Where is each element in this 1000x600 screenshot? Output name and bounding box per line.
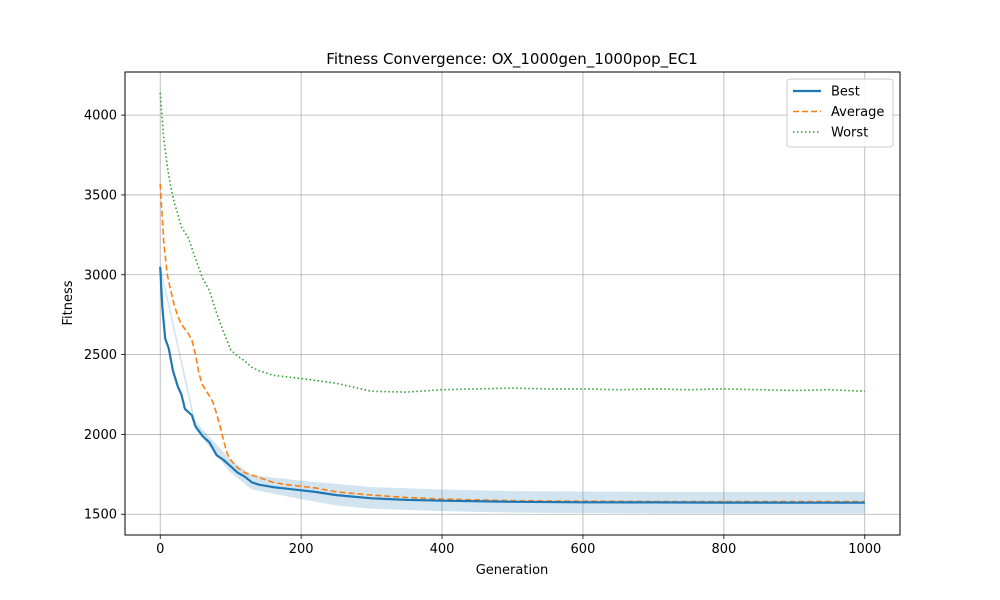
x-tick-label: 200 [289,542,314,557]
x-tick-label: 600 [571,542,596,557]
x-tick-label: 800 [711,542,736,557]
axis-ticks: 0 200 400 600 800 1000 1500 2000 2500 3000 3500 400… [84,109,881,557]
chart-title: Fitness Convergence: OX_1000gen_1000pop_… [326,50,697,69]
legend: Best Average Worst [786,78,894,148]
legend-label-worst: Worst [831,126,868,141]
x-tick-label: 400 [430,542,455,557]
y-tick-label: 3500 [84,188,117,203]
x-axis-label: Generation [476,563,549,578]
y-tick-label: 2000 [84,428,117,443]
y-axis-label: Fitness [61,280,76,325]
y-tick-label: 4000 [84,109,117,124]
x-tick-label: 1000 [848,542,881,557]
series-line-best [159,266,865,504]
x-tick-label: 0 [156,542,164,557]
plot-frame [124,71,901,536]
y-tick-label: 2500 [84,348,117,363]
legend-label-best: Best [831,85,860,100]
grid [125,72,900,535]
y-tick-label: 3000 [84,268,117,283]
series-line-worst [159,92,865,393]
legend-box [786,78,894,148]
series-lines [159,92,865,504]
y-tick-label: 1500 [84,508,117,523]
legend-label-average: Average [831,105,884,120]
